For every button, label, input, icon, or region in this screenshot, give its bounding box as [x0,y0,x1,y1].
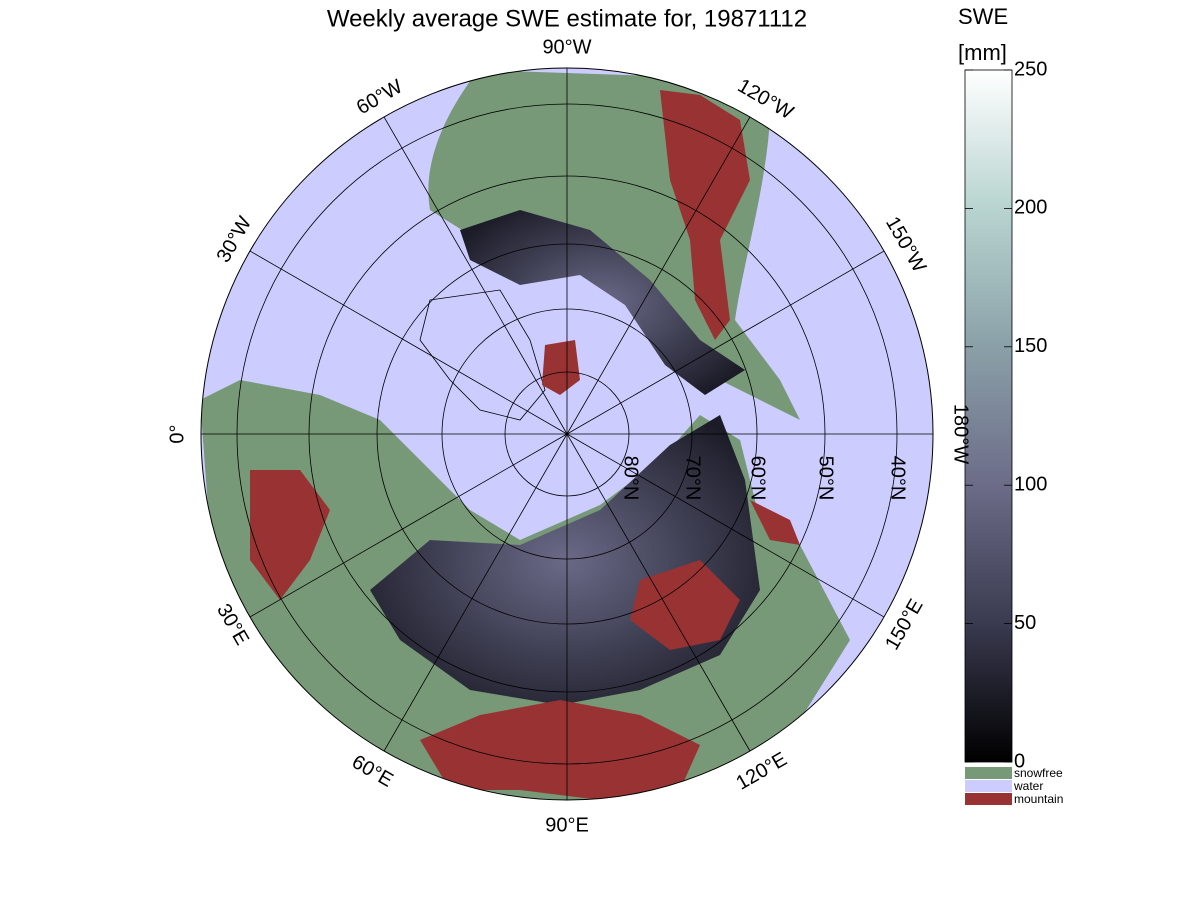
colorbar-tick-label: 200 [1014,197,1047,219]
legend-swatch [965,780,1012,792]
himalaya [420,700,700,800]
title: Weekly average SWE estimate for, 1987111… [327,5,807,32]
latitude-label: 70°N [682,456,704,501]
latitude-label: 60°N [747,456,769,501]
legend-swatch [965,793,1012,805]
map [201,68,933,800]
legend-swatch [965,767,1012,779]
colorbar-tick-label: 250 [1014,58,1047,80]
snow-north-america [460,210,745,395]
colorbar-tick-label: 150 [1014,335,1047,357]
latitude-label: 80°N [620,456,642,501]
alps [250,470,330,600]
map-border [200,67,934,801]
colorbar-label: [mm] [958,40,1007,65]
graticule [201,68,933,800]
longitude-label: 90°W [542,36,591,58]
latitude-label: 50°N [815,456,837,501]
colorbar-label: SWE [958,4,1008,29]
longitude-label: 60°E [348,751,397,792]
longitude-label: 180°W [950,404,972,464]
greenland-ice [419,289,546,421]
rockies [660,90,750,340]
legend-label: water [1013,779,1043,793]
colorbar-tick-label: 50 [1014,612,1036,634]
latitude-label: 40°N [887,456,909,501]
colorbar [964,69,1013,763]
colorbar-tick-label: 0 [1014,750,1025,772]
legend-label: mountain [1014,792,1063,806]
legend-label: snowfree [1014,766,1063,780]
longitude-label: 90°E [545,814,589,836]
kamchatka [750,500,800,545]
colorbar-tick-label: 100 [1014,473,1047,495]
siberia-mountains [630,560,740,650]
longitude-label: 0° [166,424,188,443]
greenland-mountain [542,340,580,395]
